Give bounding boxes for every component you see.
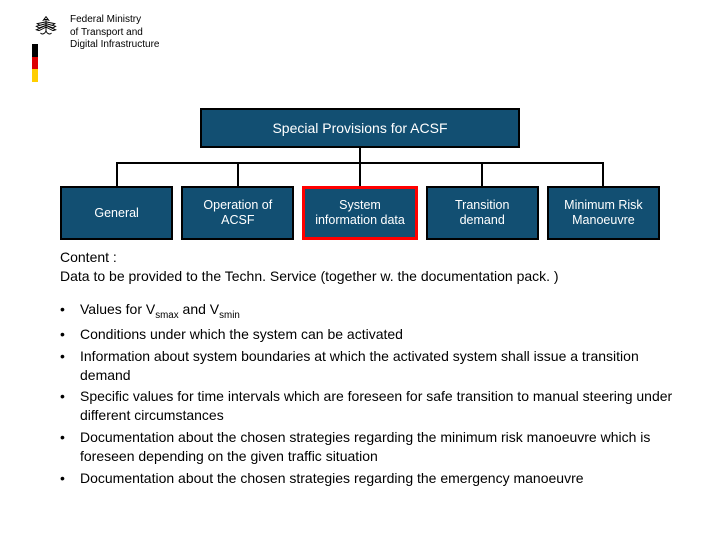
ministry-line: Digital Infrastructure	[70, 39, 159, 52]
ministry-logo-block: Federal Ministry of Transport and Digita…	[32, 14, 159, 52]
bullet-item: •Information about system boundaries at …	[60, 347, 680, 385]
german-flag-bar	[32, 44, 38, 82]
bullet-dot: •	[60, 347, 80, 385]
bullet-text: Values for Vsmax and Vsmin	[80, 300, 680, 322]
flag-stripe-black	[32, 44, 38, 57]
child-node: Transition demand	[426, 186, 539, 240]
bullet-text: Documentation about the chosen strategie…	[80, 469, 680, 488]
ministry-line: Federal Ministry	[70, 14, 159, 27]
org-chart: Special Provisions for ACSF GeneralOpera…	[60, 108, 660, 240]
flag-stripe-gold	[32, 69, 38, 82]
bullet-text: Information about system boundaries at w…	[80, 347, 680, 385]
bullet-dot: •	[60, 325, 80, 344]
flag-stripe-red	[32, 57, 38, 70]
bullet-item: •Values for Vsmax and Vsmin	[60, 300, 680, 322]
child-node: System information data	[302, 186, 417, 240]
content-heading-line: Content :	[60, 248, 680, 267]
bullet-item: •Conditions under which the system can b…	[60, 325, 680, 344]
bullet-dot: •	[60, 428, 80, 466]
eagle-icon	[32, 14, 60, 42]
bullet-item: •Documentation about the chosen strategi…	[60, 428, 680, 466]
children-row: GeneralOperation of ACSFSystem informati…	[60, 186, 660, 240]
bullet-text: Documentation about the chosen strategie…	[80, 428, 680, 466]
content-block: Content : Data to be provided to the Tec…	[60, 248, 680, 491]
bullet-item: •Specific values for time intervals whic…	[60, 387, 680, 425]
bullet-text: Specific values for time intervals which…	[80, 387, 680, 425]
parent-node: Special Provisions for ACSF	[200, 108, 520, 148]
content-bullets: •Values for Vsmax and Vsmin•Conditions u…	[60, 300, 680, 488]
bullet-item: •Documentation about the chosen strategi…	[60, 469, 680, 488]
bullet-dot: •	[60, 469, 80, 488]
child-node: Minimum Risk Manoeuvre	[547, 186, 660, 240]
page: Federal Ministry of Transport and Digita…	[0, 0, 720, 540]
bullet-dot: •	[60, 300, 80, 322]
child-node: General	[60, 186, 173, 240]
chart-connectors	[60, 148, 660, 186]
bullet-text: Conditions under which the system can be…	[80, 325, 680, 344]
bullet-dot: •	[60, 387, 80, 425]
ministry-line: of Transport and	[70, 27, 159, 40]
ministry-name: Federal Ministry of Transport and Digita…	[70, 14, 159, 52]
content-heading-line: Data to be provided to the Techn. Servic…	[60, 267, 680, 286]
child-node: Operation of ACSF	[181, 186, 294, 240]
content-heading: Content : Data to be provided to the Tec…	[60, 248, 680, 286]
